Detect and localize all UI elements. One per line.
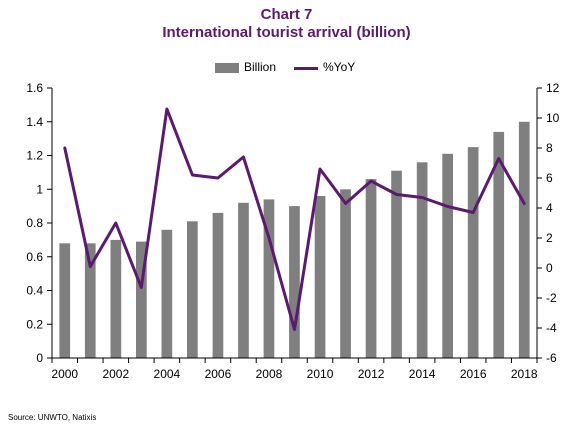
y-right-tick-label: -2 — [546, 291, 557, 305]
x-tick-label: 2018 — [511, 367, 538, 381]
bar-2016 — [467, 147, 479, 358]
y-right-tick-label: 0 — [546, 261, 553, 275]
chart-subtitle: International tourist arrival (billion) — [162, 24, 411, 41]
bar-2011 — [340, 189, 351, 359]
x-tick-label: 2014 — [409, 367, 436, 381]
y-right-tick-label: 12 — [546, 81, 560, 95]
y-left-tick-label: 1.4 — [26, 115, 43, 129]
y-left-tick-label: 0.6 — [26, 250, 43, 264]
y-left-tick-label: 0 — [36, 351, 43, 365]
legend-swatch-billion — [215, 63, 239, 73]
bar-2017 — [493, 131, 505, 358]
x-tick-label: 2008 — [256, 367, 283, 381]
bar-2014 — [416, 162, 428, 358]
bar-2006 — [212, 212, 224, 358]
y-right-tick-label: 2 — [546, 231, 553, 245]
y-right-tick-label: -4 — [546, 321, 557, 335]
y-left-tick-label: 0.4 — [26, 284, 43, 298]
y-left-tick-label: 1.2 — [26, 149, 43, 163]
x-tick-label: 2016 — [460, 367, 487, 381]
y-right-tick-label: 10 — [546, 111, 560, 125]
source-note: Source: UNWTO, Natixis — [8, 413, 97, 422]
x-tick-label: 2010 — [307, 367, 334, 381]
bar-2012 — [365, 179, 377, 358]
bar-2005 — [187, 221, 198, 358]
x-tick-label: 2002 — [102, 367, 129, 381]
legend: Billion %YoY — [0, 60, 573, 78]
bar-2010 — [314, 196, 326, 358]
legend-label-yoy: %YoY — [323, 60, 356, 74]
legend-label-billion: Billion — [244, 60, 277, 74]
legend-swatch-yoy — [294, 67, 318, 70]
bar-2013 — [391, 170, 402, 358]
y-left-tick-label: 1 — [36, 182, 43, 196]
bar-2003 — [136, 241, 147, 358]
yoy-line — [63, 107, 526, 331]
bar-2001 — [84, 243, 96, 359]
bar-2009 — [289, 206, 300, 358]
y-right-tick-label: -6 — [546, 351, 557, 365]
x-tick-label: 2000 — [51, 367, 78, 381]
y-left-tick-label: 0.8 — [26, 216, 43, 230]
x-tick-label: 2006 — [205, 367, 232, 381]
bar-2008 — [263, 199, 275, 358]
y-right-tick-label: 8 — [546, 141, 553, 155]
bar-2004 — [161, 229, 173, 359]
x-tick-label: 2012 — [358, 367, 385, 381]
bar-2007 — [238, 202, 249, 359]
y-left-tick-label: 0.2 — [26, 317, 43, 331]
y-left-tick-label: 1.6 — [26, 81, 43, 95]
y-right-tick-label: 4 — [546, 201, 553, 215]
chart-title: Chart 7 — [260, 6, 313, 23]
bar-2018 — [518, 121, 530, 358]
bar-2015 — [442, 153, 453, 358]
bar-2000 — [59, 243, 71, 359]
x-tick-label: 2004 — [154, 367, 181, 381]
y-right-tick-label: 6 — [546, 171, 553, 185]
bar-2002 — [110, 239, 122, 358]
